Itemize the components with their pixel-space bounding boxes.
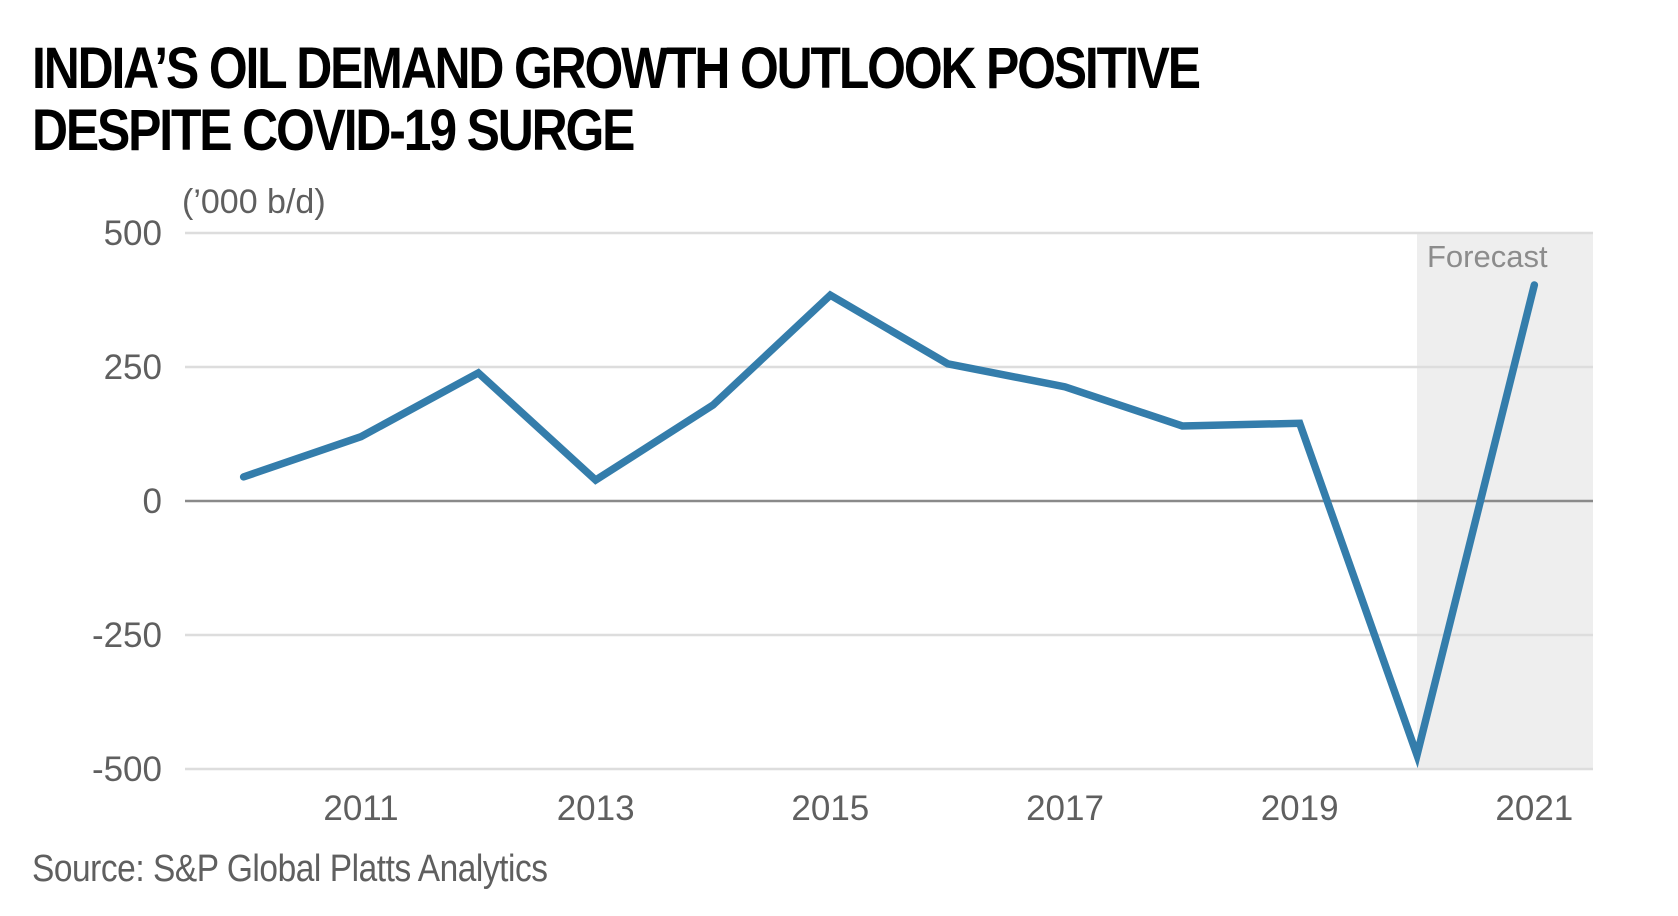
x-tick-label: 2015 (791, 789, 869, 828)
series-layer (239, 281, 1539, 769)
forecast-label: Forecast (1427, 239, 1548, 274)
y-tick-label: 250 (104, 348, 162, 387)
x-tick-label: 2017 (1026, 789, 1104, 828)
chart-title-line-2: DESPITE COVID-19 SURGE (32, 98, 635, 163)
y-tick-label: 0 (143, 482, 162, 521)
y-tick-label: -250 (92, 616, 162, 655)
y-tick-label: 500 (104, 214, 162, 253)
gridlines (185, 231, 1593, 771)
source-note: Source: S&P Global Platts Analytics (32, 848, 548, 890)
x-tick-label: 2019 (1261, 789, 1339, 828)
x-axis-ticks: 2011 2013 2015 2017 2019 2021 (323, 789, 1573, 828)
x-tick-label: 2013 (557, 789, 635, 828)
y-axis-unit-label: (’000 b/d) (182, 183, 326, 221)
y-tick-label: -500 (92, 750, 162, 789)
chart-title: INDIA’S OIL DEMAND GROWTH OUTLOOK POSITI… (32, 36, 1201, 163)
x-tick-label: 2021 (1495, 789, 1573, 828)
y-axis-ticks: 500 250 0 -250 -500 (92, 214, 162, 789)
series-line (239, 281, 1539, 769)
x-tick-label: 2011 (323, 789, 398, 828)
chart-title-line-1: INDIA’S OIL DEMAND GROWTH OUTLOOK POSITI… (32, 36, 1201, 101)
